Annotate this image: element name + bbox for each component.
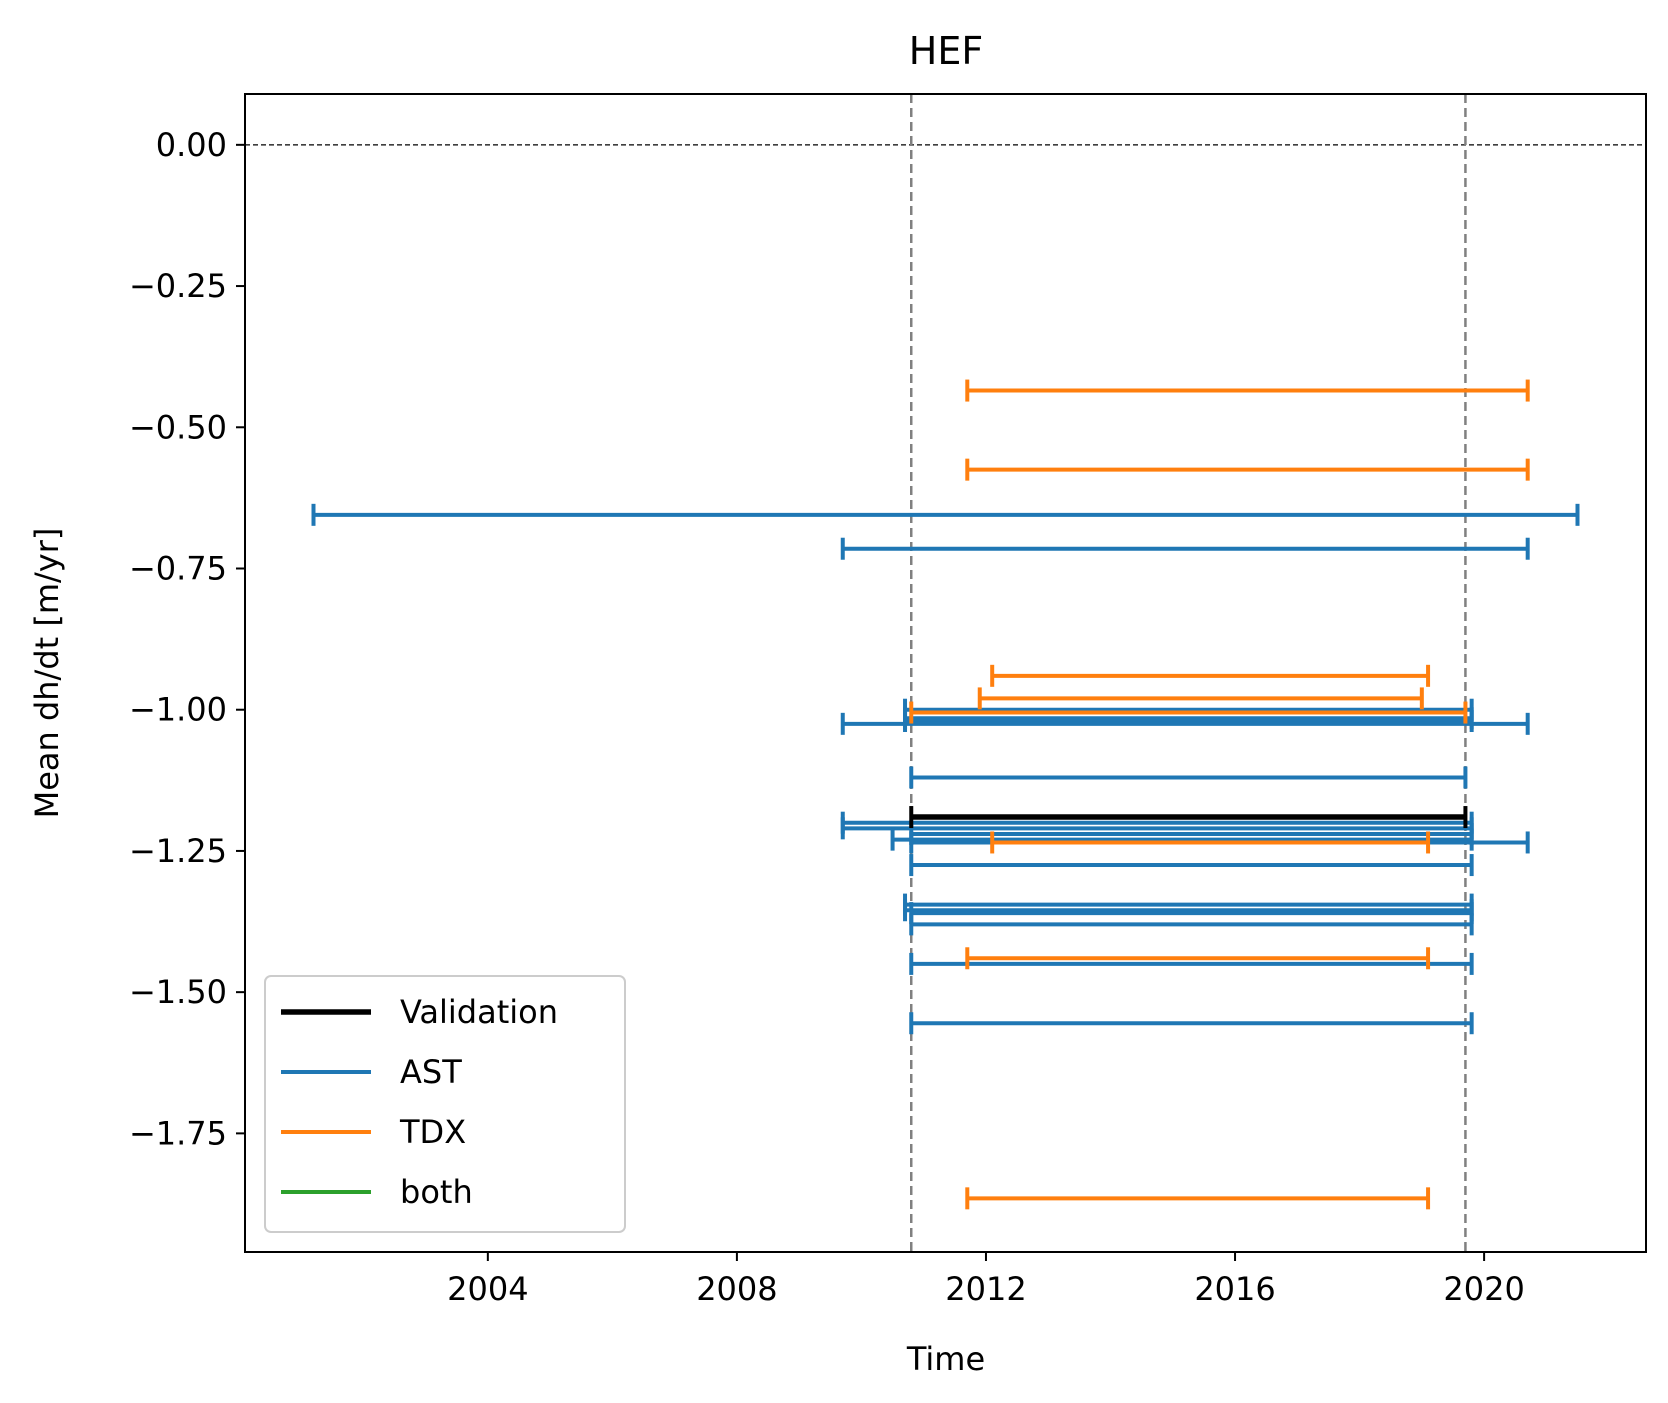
ast-interval xyxy=(840,537,1530,560)
tdx-interval xyxy=(990,664,1431,687)
ast-interval xyxy=(903,710,1474,733)
validation-interval xyxy=(909,806,1468,829)
legend-label-validation: Validation xyxy=(400,993,558,1031)
tdx-interval xyxy=(965,1187,1431,1210)
legend-label-tdx: TDX xyxy=(399,1113,466,1151)
legend-box xyxy=(264,975,626,1233)
tdx-interval xyxy=(990,831,1431,854)
ast-interval xyxy=(909,766,1468,789)
ast-interval xyxy=(311,503,1580,526)
legend: Validation AST TDX both xyxy=(264,975,626,1233)
tdx-interval xyxy=(965,458,1530,481)
ast-interval xyxy=(909,913,1474,936)
x-tick-label: 2008 xyxy=(696,1270,777,1308)
ast-interval xyxy=(840,712,1530,735)
y-tick-label: −0.50 xyxy=(129,408,227,446)
y-tick-label: −1.25 xyxy=(129,832,227,870)
x-tick-label: 2012 xyxy=(945,1270,1026,1308)
ast-interval xyxy=(903,899,1474,922)
legend-label-both: both xyxy=(400,1173,473,1211)
y-tick-label: −1.50 xyxy=(129,973,227,1011)
y-tick-label: 0.00 xyxy=(156,126,227,164)
plot-area xyxy=(245,94,1646,1252)
tdx-interval xyxy=(909,701,1468,724)
y-tick-label: −1.75 xyxy=(129,1114,227,1152)
y-tick-label: −1.00 xyxy=(129,691,227,729)
x-axis: 2004 2008 2012 2016 2020 xyxy=(447,1252,1525,1308)
y-tick-label: −0.25 xyxy=(129,267,227,305)
legend-label-ast: AST xyxy=(400,1053,462,1091)
ast-interval xyxy=(909,952,1474,975)
ast-interval xyxy=(840,817,1474,840)
y-axis: 0.00 −0.25 −0.50 −0.75 −1.00 −1.25 −1.50 −1.75 xyxy=(129,126,245,1152)
chart-title: HEF xyxy=(909,29,983,73)
ast-interval xyxy=(909,854,1474,877)
tdx-interval xyxy=(965,379,1530,402)
ast-interval xyxy=(909,1012,1474,1035)
tdx-interval xyxy=(965,947,1431,970)
ast-interval xyxy=(890,828,1474,851)
y-axis-title: Mean dh/dt [m/yr] xyxy=(28,528,66,819)
x-tick-label: 2004 xyxy=(447,1270,528,1308)
tdx-interval xyxy=(977,687,1424,710)
x-tick-label: 2016 xyxy=(1194,1270,1275,1308)
x-tick-label: 2020 xyxy=(1443,1270,1524,1308)
plot-frame xyxy=(244,93,1647,1253)
y-tick-label: −0.75 xyxy=(129,549,227,587)
x-axis-title: Time xyxy=(906,1340,985,1378)
